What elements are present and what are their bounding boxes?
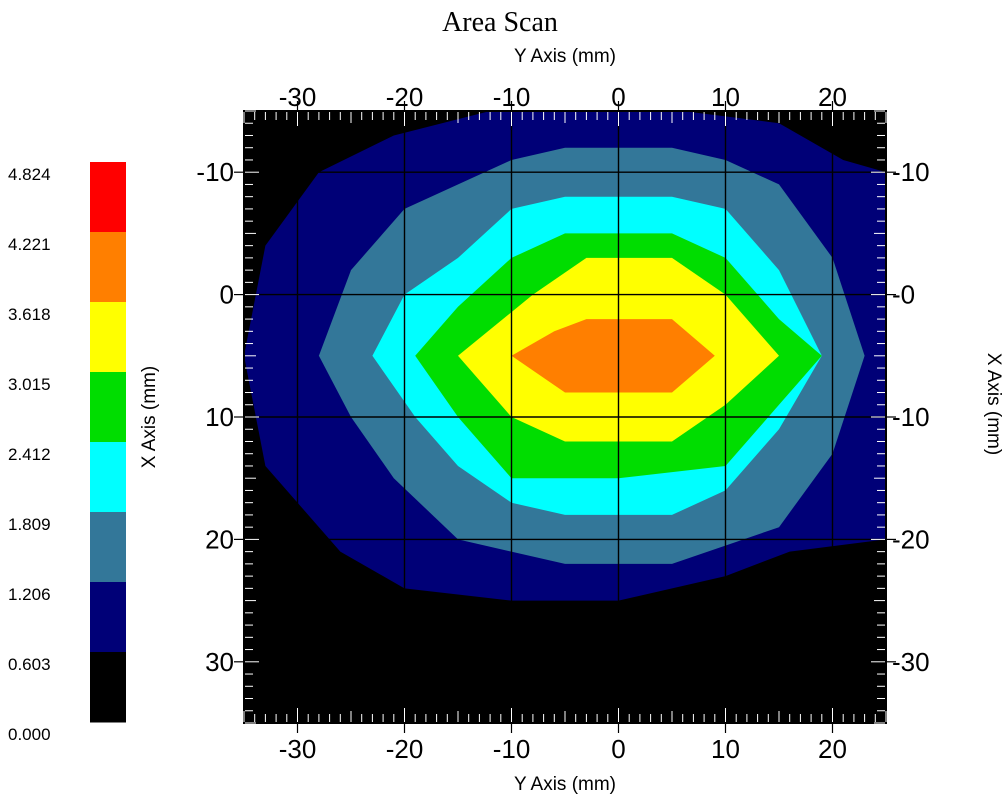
colorbar-label: 3.618 bbox=[8, 305, 51, 324]
y-tick-label-right: -0 bbox=[892, 280, 915, 310]
x-tick-label-top: 20 bbox=[818, 82, 847, 112]
x-tick-label-bottom: 10 bbox=[711, 734, 740, 764]
x-tick-label-bottom: -10 bbox=[493, 734, 531, 764]
x-axis-label-top: Y Axis (mm) bbox=[514, 46, 616, 67]
x-tick-label-bottom: 0 bbox=[611, 734, 625, 764]
colorbar-label: 1.206 bbox=[8, 585, 51, 604]
colorbar-label: 0.000 bbox=[8, 725, 51, 744]
colorbar-segment bbox=[90, 232, 126, 303]
y-tick-label-left: 20 bbox=[205, 524, 234, 554]
contour-group bbox=[244, 111, 886, 723]
y-tick-label-right: -10 bbox=[892, 157, 930, 187]
colorbar-segment bbox=[90, 582, 126, 653]
contour-level-5 bbox=[511, 319, 715, 393]
colorbar-segment bbox=[90, 442, 126, 513]
colorbar-segment bbox=[90, 372, 126, 443]
x-tick-label-top: -10 bbox=[493, 82, 531, 112]
colorbar-segment bbox=[90, 512, 126, 583]
x-tick-label-bottom: -20 bbox=[386, 734, 424, 764]
x-tick-label-top: 10 bbox=[711, 82, 740, 112]
x-tick-label-bottom: 20 bbox=[818, 734, 847, 764]
x-axis-label-bottom: Y Axis (mm) bbox=[514, 774, 616, 795]
colorbar-label: 0.603 bbox=[8, 655, 51, 674]
colorbar-label: 2.412 bbox=[8, 445, 51, 464]
colorbar: 4.824 4.221 3.618 3.015 2.412 1.809 1.206 0.603… bbox=[8, 162, 126, 744]
colorbar-label: 4.824 bbox=[8, 165, 51, 184]
colorbar-label: 1.809 bbox=[8, 515, 51, 534]
x-tick-label-top: 0 bbox=[611, 82, 625, 112]
y-axis-label-right: X Axis (mm) bbox=[983, 353, 1003, 455]
colorbar-label: 3.015 bbox=[8, 375, 51, 394]
y-tick-label-left: 0 bbox=[220, 280, 234, 310]
colorbar-label: 4.221 bbox=[8, 235, 51, 254]
chart-title: Area Scan bbox=[442, 7, 558, 38]
x-tick-label-bottom: -30 bbox=[279, 734, 317, 764]
y-axis-label-left: X Axis (mm) bbox=[139, 366, 160, 468]
y-tick-label-right: -20 bbox=[892, 524, 930, 554]
y-tick-label-left: 30 bbox=[205, 647, 234, 677]
axes: -30 -30 -20 -20 -10 -10 0 0 10 10 20 20 -10 -10 0 -0 10 -… bbox=[196, 82, 929, 764]
colorbar-segment bbox=[90, 652, 126, 723]
y-tick-label-right: -10 bbox=[892, 402, 930, 432]
y-tick-label-left: 10 bbox=[205, 402, 234, 432]
x-tick-label-top: -30 bbox=[279, 82, 317, 112]
colorbar-segment bbox=[90, 162, 126, 233]
x-tick-label-top: -20 bbox=[386, 82, 424, 112]
plot-area bbox=[244, 111, 886, 723]
colorbar-segment bbox=[90, 302, 126, 373]
y-tick-label-right: -30 bbox=[892, 647, 930, 677]
y-tick-label-left: -10 bbox=[196, 157, 234, 187]
